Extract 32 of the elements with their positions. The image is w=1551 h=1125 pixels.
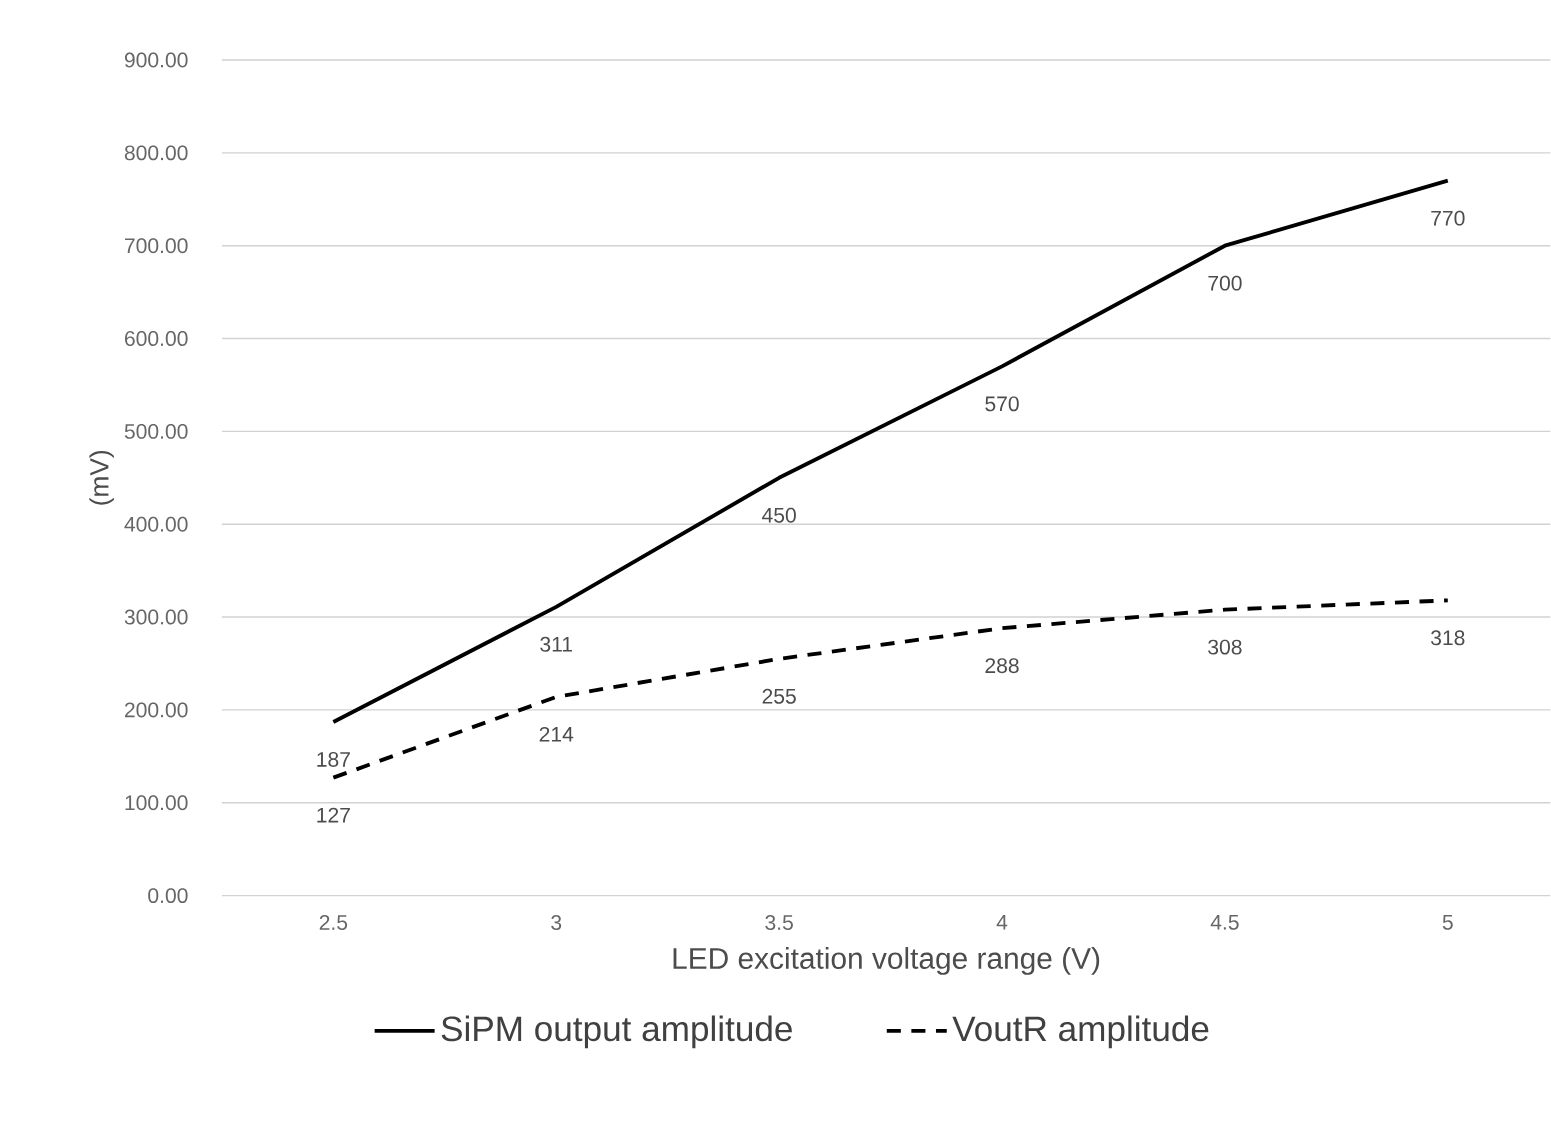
legend-label: VoutR amplitude <box>952 1015 1209 1049</box>
x-axis-title: LED excitation voltage range (V) <box>673 947 1100 976</box>
x-tick-label: 3 <box>551 915 562 931</box>
data-label: 570 <box>985 396 1019 412</box>
y-tick-label: 800.00 <box>124 145 188 161</box>
data-label: 187 <box>317 752 350 768</box>
data-label: 127 <box>317 807 350 823</box>
y-tick-label: 700.00 <box>125 238 188 254</box>
y-tick-label: 500.00 <box>124 424 188 440</box>
y-tick-label: 0.00 <box>148 888 188 904</box>
data-label: 255 <box>762 689 796 705</box>
y-axis-title: (mV) <box>89 451 114 505</box>
legend-label: SiPM output amplitude <box>441 1015 792 1049</box>
data-label: 214 <box>539 727 574 742</box>
data-label: 288 <box>985 658 1019 674</box>
data-label: 311 <box>540 637 572 653</box>
data-label: 700 <box>1208 275 1242 291</box>
y-tick-label: 900.00 <box>124 52 188 68</box>
y-tick-label: 100.00 <box>125 795 188 811</box>
y-tick-label: 400.00 <box>124 517 188 532</box>
y-tick-label: 600.00 <box>124 331 188 347</box>
x-tick-label: 5 <box>1442 915 1453 931</box>
x-tick-label: 4.5 <box>1210 915 1239 931</box>
y-tick-label: 300.00 <box>124 609 188 625</box>
y-tick-label: 200.00 <box>124 702 188 718</box>
data-label: 450 <box>762 508 796 523</box>
data-label: 318 <box>1431 630 1465 646</box>
x-tick-label: 3.5 <box>765 915 793 931</box>
x-tick-label: 2.5 <box>319 915 348 931</box>
data-label: 770 <box>1431 210 1465 226</box>
x-tick-label: 4 <box>996 915 1008 930</box>
data-label: 308 <box>1208 639 1242 655</box>
